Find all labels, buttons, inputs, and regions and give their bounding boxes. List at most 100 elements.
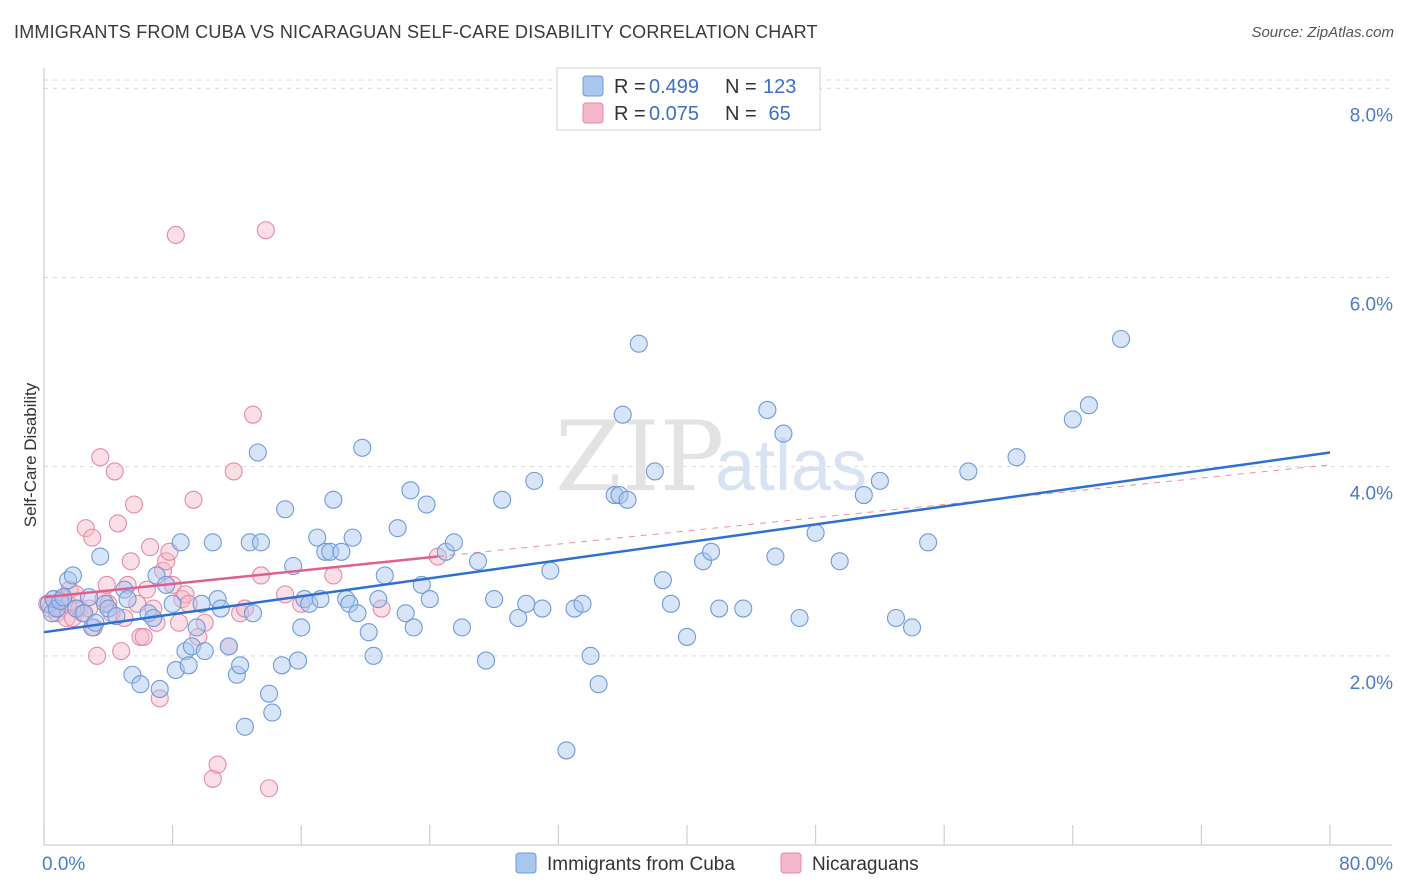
cuba-point xyxy=(653,571,672,590)
nicaraguans-points xyxy=(38,221,447,798)
nicaraguans-point xyxy=(324,566,343,585)
legend-r-value-nicaraguans: 0.075 xyxy=(649,103,699,125)
cuba-point xyxy=(790,608,809,628)
nicaraguans-trend-extension xyxy=(437,464,1331,558)
cuba-point xyxy=(766,547,785,566)
nicaraguans-point xyxy=(124,495,144,514)
cuba-point xyxy=(1079,396,1098,415)
cuba-point xyxy=(375,566,394,585)
top-legend: R = 0.499 N = 123 R = 0.075 N = 65 xyxy=(556,67,821,131)
nicaraguans-point xyxy=(157,552,176,571)
bottom-legend: Immigrants from Cuba Nicaraguans xyxy=(515,852,919,875)
cuba-point xyxy=(227,665,246,684)
cuba-point xyxy=(509,608,528,628)
nicaraguans-point xyxy=(134,627,153,646)
cuba-point xyxy=(774,424,793,443)
cuba-point xyxy=(573,594,592,613)
cuba-point xyxy=(401,481,420,500)
cuba-point xyxy=(147,566,166,585)
cuba-point xyxy=(541,561,560,580)
source-credit: Source: ZipAtlas.com xyxy=(1251,24,1394,41)
bottom-legend-swatch-nicaraguans xyxy=(780,852,802,874)
cuba-point xyxy=(618,490,637,509)
cuba-points xyxy=(39,329,1131,760)
nicaraguans-trend-line xyxy=(43,555,438,599)
cuba-point xyxy=(369,590,388,609)
cuba-point xyxy=(661,594,680,613)
nicaraguans-point xyxy=(372,599,391,618)
cuba-point xyxy=(259,684,279,703)
y-tick-label: 4.0% xyxy=(1350,484,1393,505)
cuba-point xyxy=(493,490,512,509)
nicaraguans-point xyxy=(176,585,195,604)
cuba-point xyxy=(444,533,463,552)
cuba-point xyxy=(308,528,327,547)
cuba-point xyxy=(359,623,378,642)
cuba-point xyxy=(1007,448,1026,467)
cuba-point xyxy=(150,679,169,698)
nicaraguans-point xyxy=(184,490,203,509)
cuba-point xyxy=(517,594,536,613)
cuba-point xyxy=(251,533,271,552)
cuba-point xyxy=(353,438,372,457)
cuba-point xyxy=(243,604,263,623)
nicaraguans-point xyxy=(121,552,140,571)
cuba-point xyxy=(420,590,439,609)
cuba-trend-line xyxy=(43,451,1331,634)
nicaraguans-point xyxy=(63,608,82,628)
cuba-point xyxy=(343,528,362,547)
cuba-point xyxy=(959,462,978,481)
nicaraguans-point xyxy=(169,613,189,632)
cuba-point xyxy=(219,637,238,656)
cuba-point xyxy=(248,443,267,462)
nicaraguans-point xyxy=(208,755,227,774)
cuba-point xyxy=(581,646,600,665)
cuba-point xyxy=(1063,410,1082,429)
bottom-legend-label-nicaraguans: Nicaraguans xyxy=(812,854,919,875)
cuba-point xyxy=(830,552,849,571)
x-tick-label-min: 0.0% xyxy=(42,854,85,875)
nicaraguans-point xyxy=(76,519,95,538)
grid-lines xyxy=(44,79,1392,657)
y-tick-label: 2.0% xyxy=(1350,673,1393,694)
x-tick-label-max: 80.0% xyxy=(1339,854,1393,875)
bottom-legend-swatch-cuba xyxy=(515,852,537,874)
nicaraguans-point xyxy=(87,646,107,665)
cuba-point xyxy=(613,405,632,424)
legend-swatch-nicaraguans xyxy=(582,102,604,124)
watermark-zip: ZIP xyxy=(555,401,724,513)
cuba-point xyxy=(589,675,608,694)
legend-r-label-nicaraguans: R = xyxy=(614,103,646,125)
axes xyxy=(43,68,1392,846)
cuba-point xyxy=(1111,329,1131,349)
cuba-point xyxy=(187,618,206,637)
watermark: ZIP atlas xyxy=(555,401,867,513)
nicaraguans-point xyxy=(108,514,127,533)
cuba-point xyxy=(702,542,721,561)
cuba-point xyxy=(195,642,214,661)
cuba-point xyxy=(485,590,504,609)
cuba-point xyxy=(235,717,254,736)
cuba-point xyxy=(533,599,552,618)
cuba-point xyxy=(404,618,423,637)
cuba-point xyxy=(557,741,576,760)
nicaraguans-point xyxy=(256,221,275,240)
cuba-point xyxy=(179,656,198,675)
nicaraguans-point xyxy=(259,779,279,798)
chart-title: IMMIGRANTS FROM CUBA VS NICARAGUAN SELF-… xyxy=(14,22,818,42)
cuba-point xyxy=(758,400,777,419)
cuba-point xyxy=(91,547,110,566)
cuba-point xyxy=(886,608,906,628)
cuba-point xyxy=(118,590,137,609)
nicaraguans-point xyxy=(203,769,222,788)
y-tick-label: 8.0% xyxy=(1350,105,1393,126)
cuba-point xyxy=(734,599,753,618)
cuba-point xyxy=(332,542,351,561)
cuba-point xyxy=(324,490,343,509)
nicaraguans-point xyxy=(224,462,243,481)
cuba-point xyxy=(477,651,496,670)
nicaraguans-point xyxy=(166,225,185,245)
cuba-point xyxy=(919,533,938,552)
nicaraguans-point xyxy=(150,689,169,708)
